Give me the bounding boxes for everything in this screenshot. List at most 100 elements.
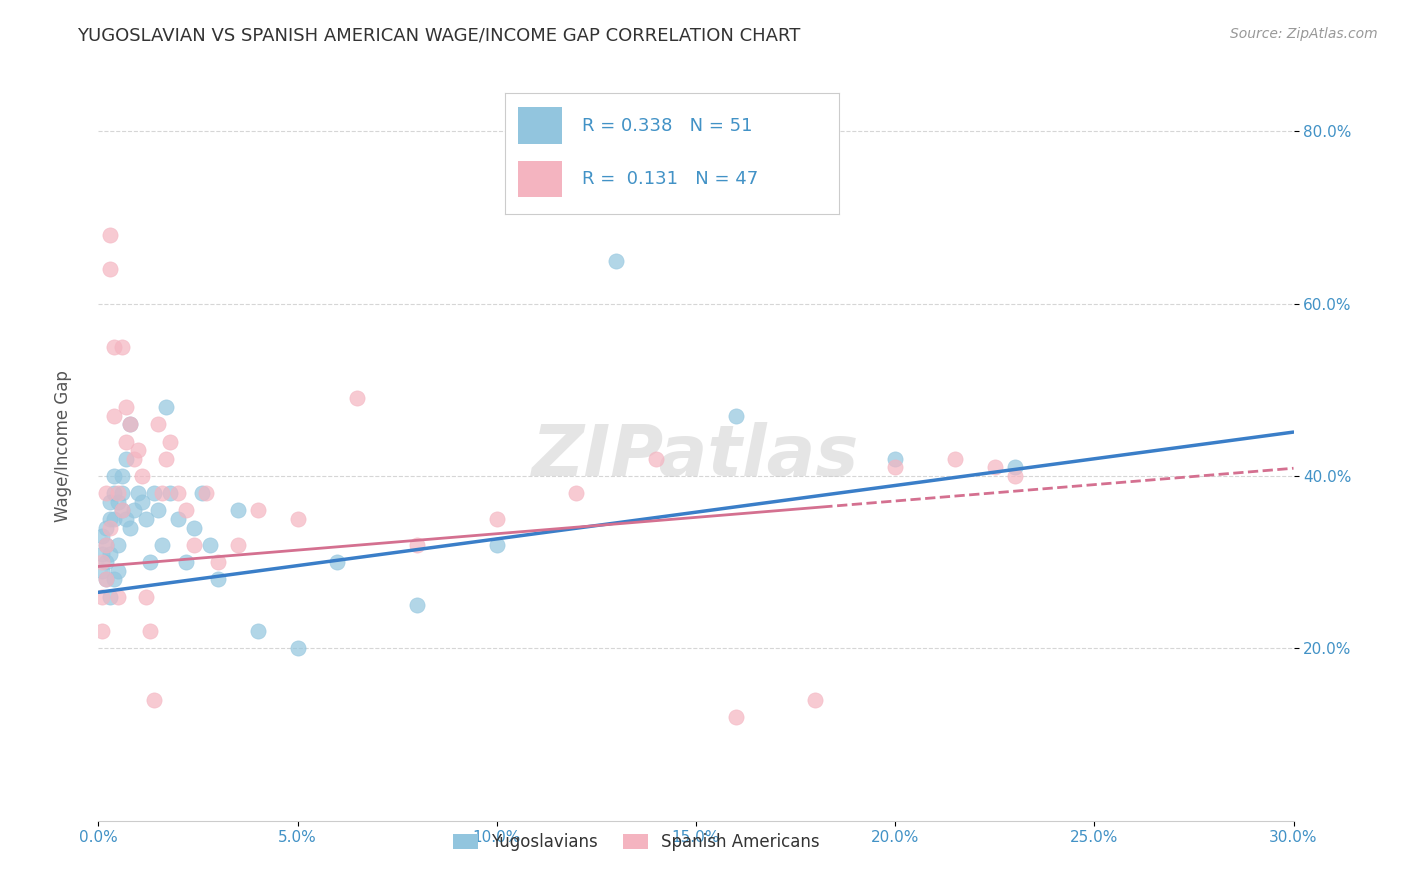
Point: [135, 512, 157, 526]
Point: [174, 503, 197, 517]
Point: [565, 486, 588, 500]
Point: [287, 641, 309, 656]
Point: [115, 451, 138, 466]
Point: [1004, 460, 1026, 475]
Point: [115, 400, 138, 414]
Point: [155, 400, 177, 414]
Point: [135, 590, 157, 604]
Point: [96, 555, 118, 569]
Point: [124, 451, 146, 466]
Point: [98, 495, 122, 509]
Point: [120, 417, 142, 432]
Point: [91, 555, 114, 569]
Point: [198, 538, 221, 552]
Point: [107, 486, 129, 500]
Point: [605, 253, 627, 268]
Point: [111, 503, 134, 517]
Point: [207, 573, 229, 587]
Point: [485, 512, 508, 526]
Text: Source: ZipAtlas.com: Source: ZipAtlas.com: [1230, 27, 1378, 41]
Point: [103, 573, 125, 587]
Point: [103, 486, 125, 500]
Point: [98, 262, 122, 277]
Point: [406, 599, 429, 613]
Point: [943, 451, 966, 466]
Point: [131, 469, 153, 483]
Point: [96, 486, 118, 500]
Point: [131, 495, 153, 509]
Point: [139, 624, 162, 639]
Point: [346, 392, 368, 406]
Point: [111, 486, 134, 500]
Point: [155, 451, 177, 466]
Point: [884, 451, 907, 466]
Point: [174, 555, 197, 569]
Point: [167, 512, 190, 526]
Text: YUGOSLAVIAN VS SPANISH AMERICAN WAGE/INCOME GAP CORRELATION CHART: YUGOSLAVIAN VS SPANISH AMERICAN WAGE/INC…: [77, 27, 800, 45]
Point: [207, 555, 229, 569]
Point: [103, 409, 125, 423]
Point: [115, 434, 138, 449]
Point: [96, 573, 118, 587]
Point: [884, 460, 907, 475]
Point: [91, 547, 114, 561]
Point: [139, 555, 162, 569]
Point: [167, 486, 190, 500]
Text: ZIPatlas: ZIPatlas: [533, 422, 859, 491]
Point: [246, 624, 269, 639]
Point: [159, 434, 181, 449]
Point: [246, 503, 269, 517]
Point: [98, 547, 122, 561]
Point: [143, 693, 166, 707]
Point: [120, 521, 142, 535]
Point: [107, 590, 129, 604]
Point: [111, 469, 134, 483]
Point: [226, 538, 249, 552]
Legend: Yugoslavians, Spanish Americans: Yugoslavians, Spanish Americans: [446, 827, 827, 858]
Point: [107, 495, 129, 509]
Point: [103, 512, 125, 526]
Point: [195, 486, 218, 500]
Point: [91, 624, 114, 639]
Point: [91, 564, 114, 578]
Point: [326, 555, 349, 569]
Point: [98, 521, 122, 535]
Point: [724, 710, 747, 724]
Point: [91, 529, 114, 543]
Point: [183, 538, 205, 552]
Point: [96, 521, 118, 535]
Point: [115, 512, 138, 526]
Point: [98, 512, 122, 526]
Point: [124, 503, 146, 517]
Point: [96, 538, 118, 552]
Point: [150, 486, 173, 500]
Point: [191, 486, 214, 500]
Point: [148, 503, 170, 517]
Point: [111, 340, 134, 354]
Point: [150, 538, 173, 552]
Point: [148, 417, 170, 432]
Point: [406, 538, 429, 552]
Point: [107, 564, 129, 578]
Point: [98, 590, 122, 604]
Point: [91, 590, 114, 604]
Point: [984, 460, 1007, 475]
Point: [120, 417, 142, 432]
Point: [143, 486, 166, 500]
Point: [485, 538, 508, 552]
Text: Wage/Income Gap: Wage/Income Gap: [55, 370, 72, 522]
Point: [804, 693, 827, 707]
Point: [127, 486, 149, 500]
Point: [103, 340, 125, 354]
Point: [645, 451, 668, 466]
Point: [98, 227, 122, 242]
Point: [103, 469, 125, 483]
Point: [127, 443, 149, 458]
Point: [96, 538, 118, 552]
Point: [226, 503, 249, 517]
Point: [287, 512, 309, 526]
Point: [724, 409, 747, 423]
Point: [111, 503, 134, 517]
Point: [159, 486, 181, 500]
Point: [183, 521, 205, 535]
